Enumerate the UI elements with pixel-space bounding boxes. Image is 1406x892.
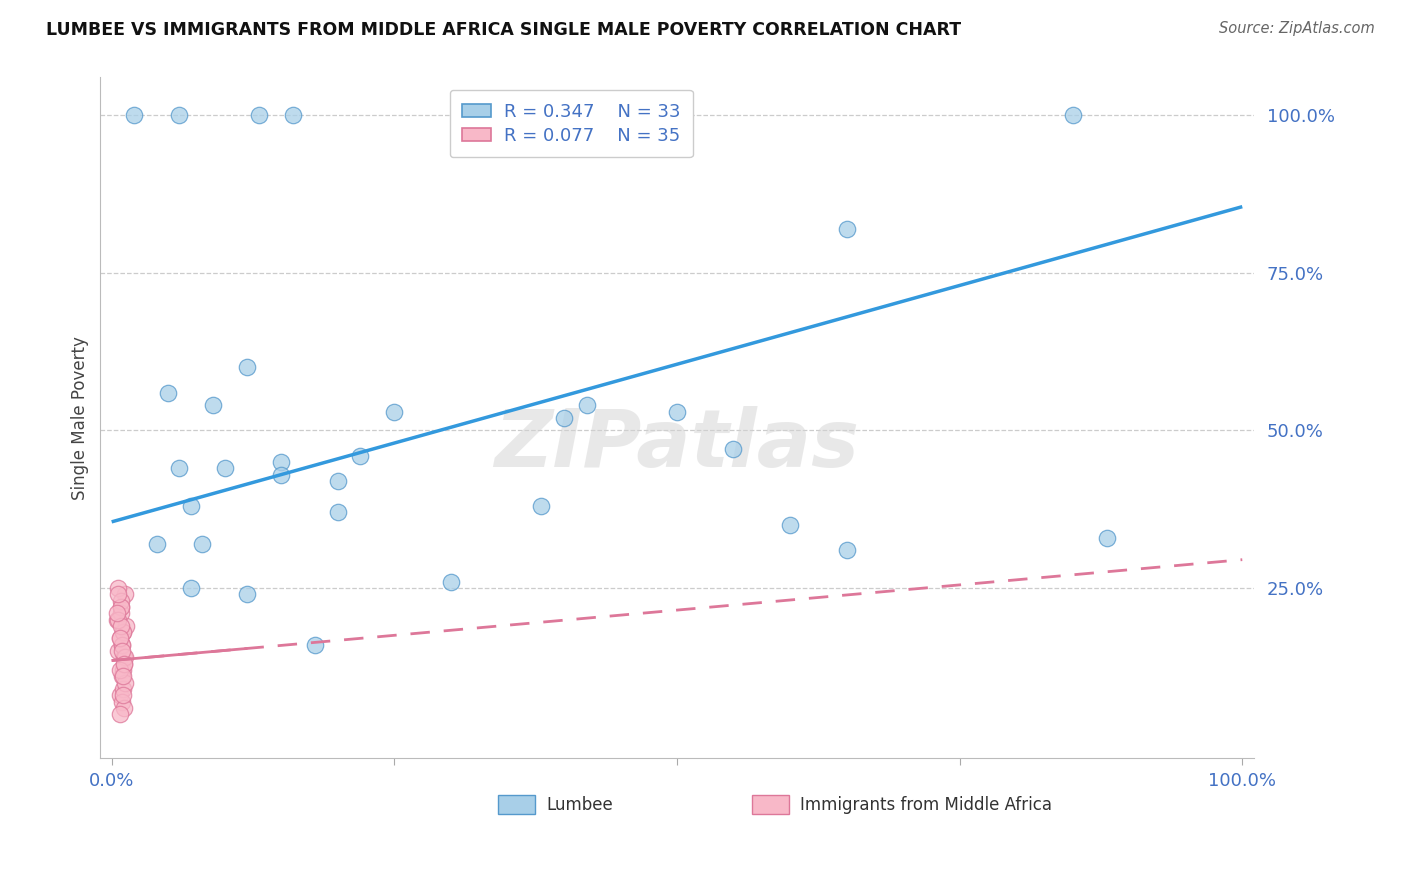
Point (111, 638, 134, 652)
Point (180, 581, 202, 595)
Point (326, 505, 349, 519)
Point (108, 632, 131, 646)
Point (111, 681, 134, 696)
Point (107, 587, 129, 601)
Legend: R = 0.347    N = 33, R = 0.077    N = 35: R = 0.347 N = 33, R = 0.077 N = 35 (450, 90, 693, 158)
Point (111, 669, 134, 683)
Point (281, 108, 304, 122)
Point (111, 644, 134, 658)
Point (114, 675, 136, 690)
Point (105, 613, 128, 627)
Point (191, 537, 214, 551)
Point (110, 599, 132, 614)
Point (112, 701, 135, 715)
Point (214, 461, 236, 475)
Point (1062, 108, 1084, 122)
Point (440, 574, 463, 589)
Point (575, 398, 598, 412)
Point (247, 108, 270, 122)
Text: ZIPatlas: ZIPatlas (495, 406, 859, 484)
Point (111, 625, 134, 640)
Point (111, 625, 134, 640)
Point (146, 537, 169, 551)
Point (115, 619, 138, 633)
Point (723, 442, 745, 457)
Point (110, 607, 132, 621)
Point (326, 474, 349, 488)
Text: Lumbee: Lumbee (547, 796, 613, 814)
Point (270, 455, 292, 469)
Point (835, 543, 858, 558)
Point (236, 587, 259, 601)
FancyBboxPatch shape (752, 795, 789, 814)
Point (107, 613, 129, 627)
Point (665, 108, 688, 122)
Point (349, 449, 371, 463)
Point (110, 593, 132, 607)
Text: Source: ZipAtlas.com: Source: ZipAtlas.com (1219, 21, 1375, 37)
Point (108, 707, 131, 722)
Point (111, 688, 134, 702)
Point (114, 650, 136, 665)
Point (111, 694, 134, 708)
Point (114, 587, 136, 601)
Point (112, 657, 135, 671)
Text: LUMBEE VS IMMIGRANTS FROM MIDDLE AFRICA SINGLE MALE POVERTY CORRELATION CHART: LUMBEE VS IMMIGRANTS FROM MIDDLE AFRICA … (46, 21, 962, 39)
Point (107, 644, 129, 658)
Point (779, 518, 801, 533)
Point (108, 632, 131, 646)
Point (111, 663, 134, 677)
Point (110, 619, 132, 633)
Point (157, 385, 180, 400)
Point (105, 607, 128, 621)
FancyBboxPatch shape (498, 795, 536, 814)
Point (304, 638, 326, 652)
Point (665, 404, 688, 418)
Text: Immigrants from Middle Africa: Immigrants from Middle Africa (800, 796, 1052, 814)
Point (180, 499, 202, 513)
Point (112, 650, 135, 665)
Point (169, 108, 191, 122)
Point (108, 688, 131, 702)
Point (122, 108, 145, 122)
Point (236, 360, 259, 375)
Point (1095, 531, 1118, 545)
Point (169, 461, 191, 475)
Point (202, 398, 225, 412)
Point (111, 638, 134, 652)
Point (530, 499, 553, 513)
Y-axis label: Single Male Poverty: Single Male Poverty (72, 336, 89, 500)
Point (553, 410, 575, 425)
Point (835, 221, 858, 235)
Point (108, 663, 131, 677)
Point (111, 669, 134, 683)
Point (270, 467, 292, 482)
Point (110, 599, 132, 614)
Point (107, 581, 129, 595)
Point (382, 404, 405, 418)
Point (112, 657, 135, 671)
